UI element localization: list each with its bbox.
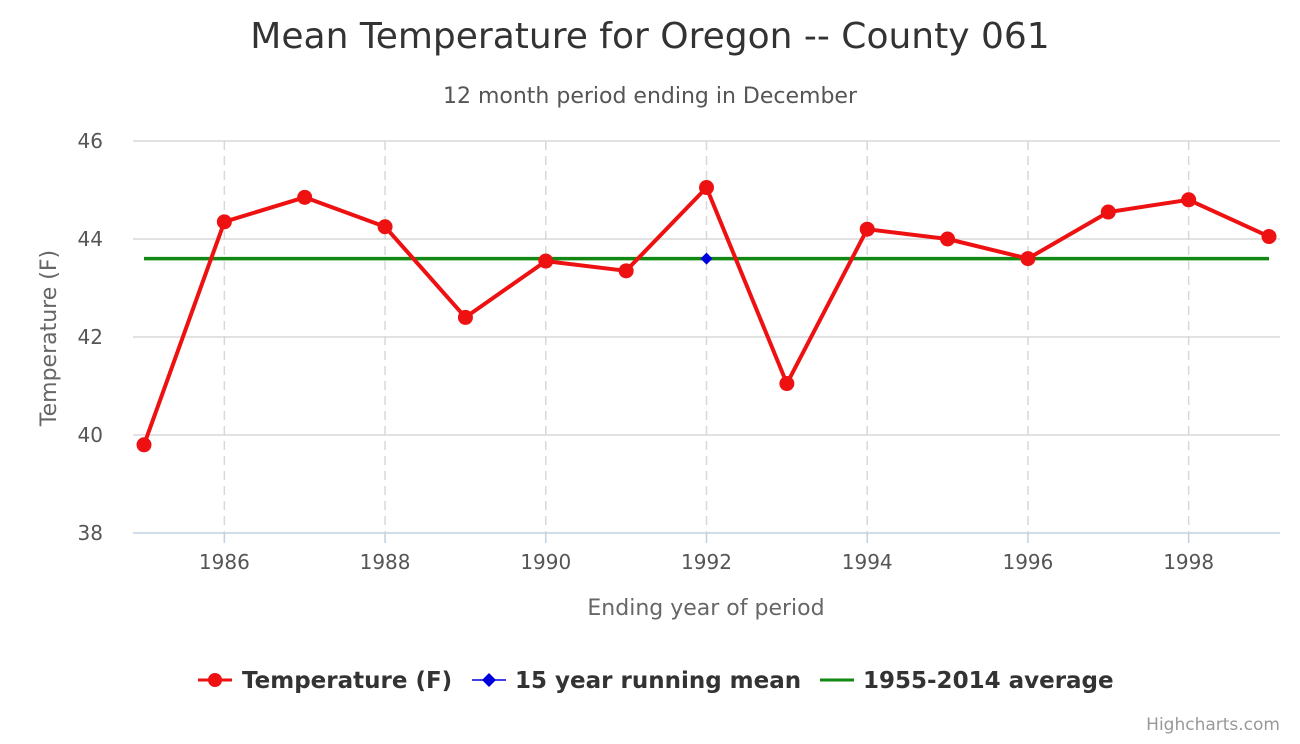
temperature-point <box>1261 229 1277 245</box>
legend-marker-circle <box>208 673 222 687</box>
temperature-point <box>136 437 152 453</box>
x-tick-label: 1994 <box>842 550 893 574</box>
running-mean-point <box>700 252 713 265</box>
legend-label-average: 1955-2014 average <box>863 668 1114 694</box>
y-tick-label: 40 <box>78 423 103 447</box>
y-tick-label: 46 <box>78 129 103 153</box>
temperature-point <box>1100 204 1116 220</box>
legend: Temperature (F) 15 year running mean 195… <box>198 668 1114 694</box>
temperature-point <box>1181 192 1197 208</box>
chart-title: Mean Temperature for Oregon -- County 06… <box>250 16 1049 57</box>
legend-item-running-mean[interactable]: 15 year running mean <box>472 668 801 694</box>
temperature-point <box>297 189 313 205</box>
chart-subtitle: 12 month period ending in December <box>443 84 858 109</box>
axis-ticks: 38 40 42 44 46 1986 1988 1990 1992 1994 1996 1998 <box>78 129 1215 574</box>
temperature-point <box>216 214 232 230</box>
legend-marker-diamond <box>482 673 496 687</box>
temperature-line <box>142 185 1270 446</box>
y-axis-title: Temperature (F) <box>37 250 62 427</box>
x-tick-label: 1998 <box>1163 550 1214 574</box>
credits-link[interactable]: Highcharts.com <box>1146 715 1280 735</box>
grid-lines <box>133 140 1280 543</box>
temperature-point <box>377 219 393 235</box>
temperature-point <box>618 263 634 279</box>
temperature-point <box>538 253 554 269</box>
temperature-point <box>699 180 714 196</box>
y-tick-label: 42 <box>78 325 103 349</box>
x-tick-label: 1986 <box>199 550 250 574</box>
legend-label-running-mean: 15 year running mean <box>515 668 801 694</box>
x-tick-label: 1988 <box>360 550 411 574</box>
x-tick-label: 1996 <box>1002 550 1053 574</box>
legend-label-temperature: Temperature (F) <box>242 668 452 694</box>
temperature-point <box>457 309 473 325</box>
temperature-point <box>1020 251 1036 267</box>
legend-item-average[interactable]: 1955-2014 average <box>820 668 1114 694</box>
temperature-point <box>859 221 875 237</box>
x-tick-label: 1990 <box>520 550 571 574</box>
x-tick-label: 1992 <box>681 550 732 574</box>
y-tick-label: 38 <box>78 521 103 545</box>
temperature-point <box>779 376 795 392</box>
legend-item-temperature[interactable]: Temperature (F) <box>198 668 452 694</box>
plot-series <box>136 180 1277 453</box>
x-axis-title: Ending year of period <box>587 596 824 621</box>
y-tick-label: 44 <box>78 227 103 251</box>
temperature-point <box>940 231 956 247</box>
